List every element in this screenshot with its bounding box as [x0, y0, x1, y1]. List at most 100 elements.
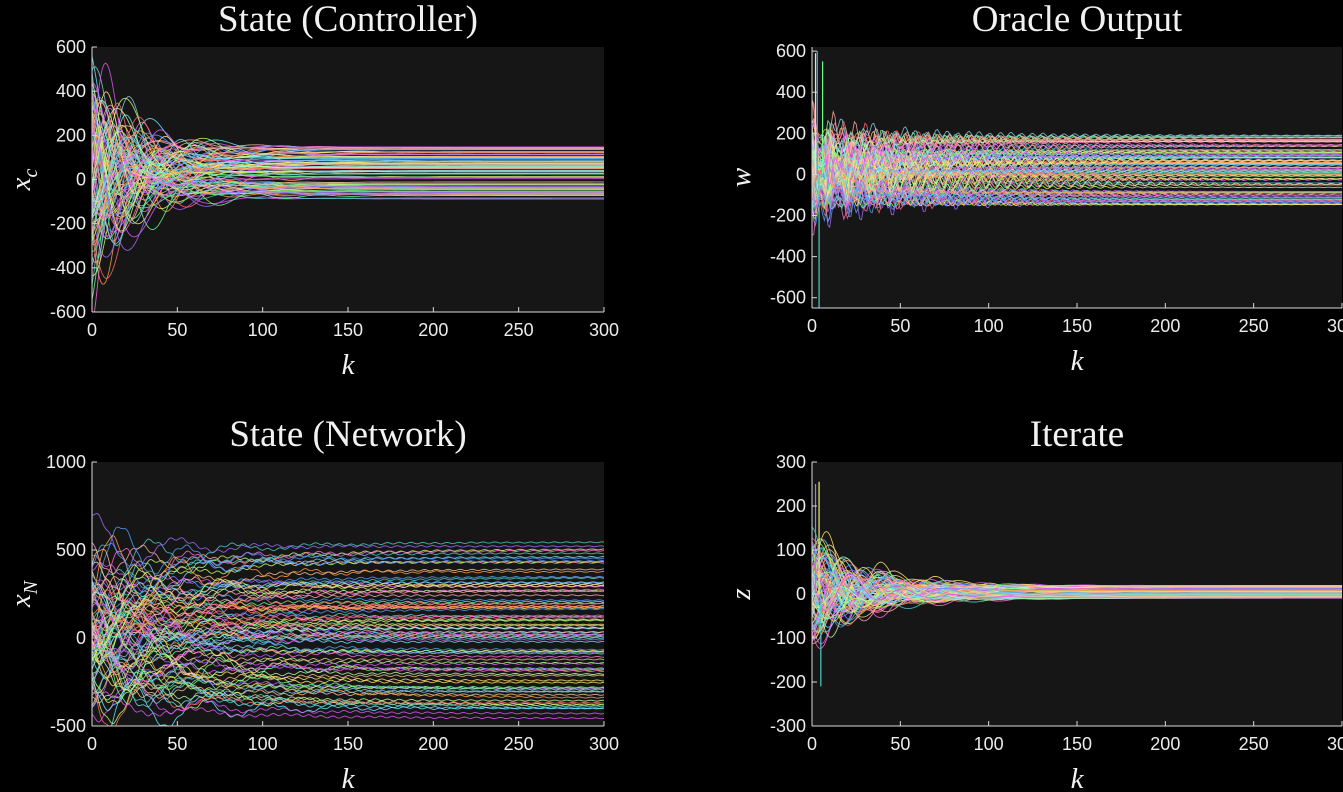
y-tick-label: -300: [770, 716, 806, 736]
series-line: [92, 587, 604, 671]
series-line: [92, 608, 604, 644]
series-line: [812, 149, 1342, 188]
series-line: [812, 162, 1342, 236]
x-tick-label: 100: [248, 734, 278, 754]
series-line: [92, 624, 604, 655]
series-line: [92, 93, 604, 233]
series-line: [812, 166, 1342, 193]
x-tick-label: 250: [504, 320, 534, 340]
series-line: [92, 631, 604, 691]
series-line: [92, 129, 604, 251]
series-line: [92, 591, 604, 660]
y-tick-label: 300: [776, 452, 806, 472]
chart-1: 0 50 100 150 200 250 300 -600 -400 -200 0 200 400 600…: [5, 0, 619, 381]
x-axis-label: k: [342, 763, 356, 792]
y-tick-label: 200: [56, 125, 86, 145]
y-tick-label: -200: [770, 672, 806, 692]
y-tick-label: 0: [76, 170, 86, 190]
series-line: [92, 647, 604, 677]
y-tick-label: 600: [56, 37, 86, 57]
series-line: [92, 654, 604, 684]
y-axis-label-subscript: N: [20, 579, 42, 595]
y-tick-label: 600: [776, 41, 806, 61]
series-line: [92, 597, 604, 620]
x-tick-label: 150: [333, 734, 363, 754]
series-line: [92, 677, 604, 704]
x-tick-label: 100: [974, 316, 1004, 336]
series-line: [812, 178, 1342, 196]
x-tick-label: 50: [890, 316, 910, 336]
series-line: [812, 160, 1342, 189]
x-tick-label: 50: [890, 734, 910, 754]
x-tick-label: 50: [167, 734, 187, 754]
series-line: [812, 572, 1342, 619]
series-line: [92, 597, 604, 649]
series-line: [92, 110, 604, 195]
y-tick-label: -400: [50, 258, 86, 278]
series-line: [812, 136, 1342, 200]
chart-2: 0 50 100 150 200 250 300 -600 -400 -200 0 200 400 600…: [725, 0, 1343, 377]
series-line: [92, 615, 604, 671]
x-tick-label: 0: [87, 320, 97, 340]
series-line: [812, 153, 1342, 175]
series-line: [812, 98, 1342, 160]
series-line: [92, 136, 604, 246]
series-line: [812, 547, 1342, 622]
series-line: [92, 607, 604, 628]
y-tick-label: 400: [56, 81, 86, 101]
y-tick-label: 500: [56, 540, 86, 560]
series-line: [92, 627, 604, 651]
y-tick-label: -600: [770, 288, 806, 308]
series-line: [92, 624, 604, 695]
x-tick-label: 100: [974, 734, 1004, 754]
series-line: [812, 171, 1342, 213]
series-line: [92, 542, 604, 589]
series-line: [812, 118, 1342, 150]
series-line: [92, 175, 604, 218]
chart-title: Oracle Output: [972, 0, 1183, 40]
chart-4: 0 50 100 150 200 250 300 -300 -200 -100 0 100 200 300…: [725, 414, 1343, 792]
series-line: [92, 691, 604, 720]
series-line: [92, 92, 604, 158]
x-tick-label: 150: [1062, 734, 1092, 754]
series-line: [92, 634, 604, 691]
y-tick-label: -400: [770, 247, 806, 267]
chart-title: State (Controller): [218, 0, 478, 40]
series-line: [812, 574, 1342, 604]
series-line: [92, 72, 604, 246]
series-line: [92, 512, 604, 567]
series-group: [92, 56, 604, 312]
series-line: [92, 560, 604, 610]
series-line: [812, 155, 1342, 207]
series-line: [812, 125, 1342, 166]
x-tick-label: 250: [504, 734, 534, 754]
y-axis-label: xN: [5, 579, 42, 608]
series-line: [92, 647, 604, 708]
x-axis-label: k: [1071, 763, 1085, 792]
series-line: [92, 578, 604, 621]
series-line: [812, 156, 1342, 211]
series-line: [92, 594, 604, 656]
series-line: [92, 91, 604, 195]
series-line: [92, 582, 604, 608]
series-line: [92, 188, 604, 213]
series-line: [92, 627, 604, 662]
series-line: [92, 66, 604, 224]
series-line: [92, 564, 604, 660]
series-group: [92, 512, 604, 726]
series-line: [812, 573, 1342, 611]
y-tick-label: 100: [776, 540, 806, 560]
x-tick-label: 0: [807, 734, 817, 754]
series-line: [92, 176, 604, 215]
x-tick-label: 250: [1239, 316, 1269, 336]
y-tick-label: -200: [770, 206, 806, 226]
x-tick-label: 0: [807, 316, 817, 336]
y-tick-label: -500: [50, 716, 86, 736]
series-line: [92, 577, 604, 621]
series-line: [92, 607, 604, 674]
series-line: [92, 682, 604, 702]
y-axis-label-subscript: c: [20, 169, 42, 178]
x-tick-label: 0: [87, 734, 97, 754]
